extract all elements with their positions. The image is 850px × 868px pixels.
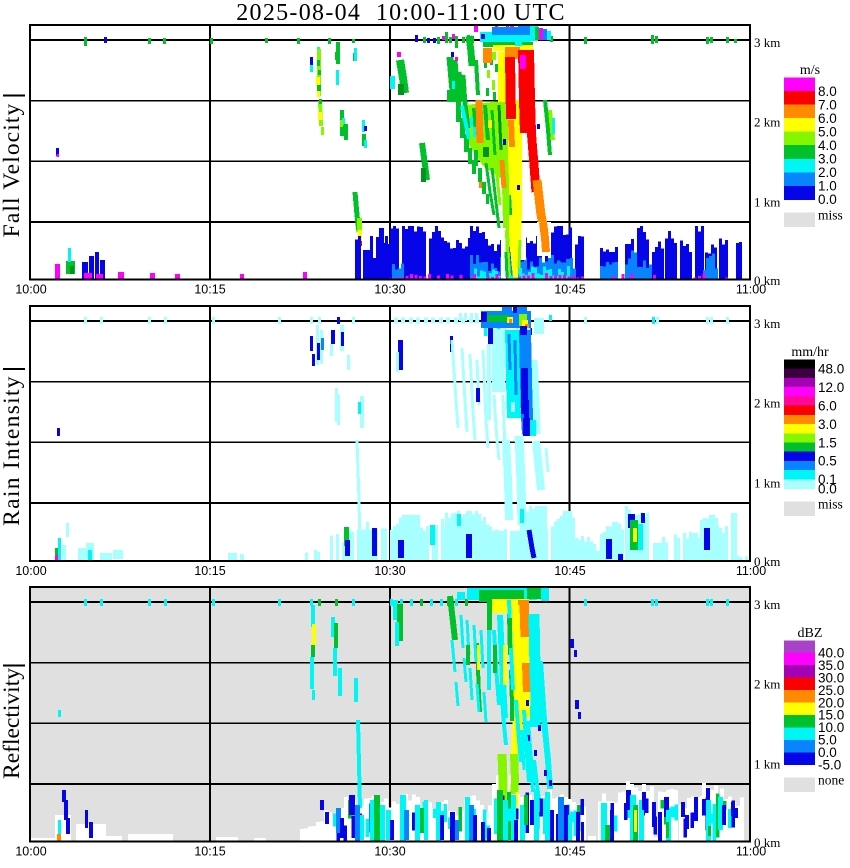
svg-text:2.0: 2.0 [818, 165, 837, 180]
svg-text:1.5: 1.5 [818, 435, 837, 450]
svg-text:Rain Intensity: Rain Intensity [0, 375, 25, 526]
svg-text:Reflectivity: Reflectivity [0, 668, 25, 779]
svg-text:5.0: 5.0 [818, 733, 837, 748]
svg-text:6.0: 6.0 [818, 111, 837, 126]
svg-text:10:45: 10:45 [554, 282, 585, 296]
svg-text:0 km: 0 km [754, 835, 780, 850]
svg-text:4.0: 4.0 [818, 138, 837, 153]
svg-text:10:15: 10:15 [194, 844, 225, 858]
svg-text:25.0: 25.0 [818, 683, 844, 698]
svg-text:11:00: 11:00 [736, 844, 766, 858]
svg-text:2025-08-04 10:00-11:00 UTC: 2025-08-04 10:00-11:00 UTC [236, 0, 566, 26]
svg-text:3 km: 3 km [754, 316, 780, 331]
svg-text:3.0: 3.0 [818, 152, 837, 167]
svg-text:40.0: 40.0 [818, 646, 844, 661]
svg-text:miss: miss [818, 207, 843, 222]
svg-text:10:30: 10:30 [374, 844, 405, 858]
svg-text:0 km: 0 km [754, 273, 780, 288]
svg-text:mm/hr: mm/hr [791, 345, 829, 360]
svg-text:miss: miss [818, 497, 843, 512]
svg-text:30.0: 30.0 [818, 670, 844, 685]
svg-text:3.0: 3.0 [818, 417, 837, 432]
svg-text:1.0: 1.0 [818, 179, 837, 194]
svg-text:Fall Velocity: Fall Velocity [0, 103, 25, 238]
svg-text:2 km: 2 km [754, 677, 780, 692]
svg-text:10:00: 10:00 [15, 564, 46, 578]
svg-text:2 km: 2 km [754, 115, 780, 130]
svg-text:0 km: 0 km [754, 554, 780, 569]
svg-text:6.0: 6.0 [818, 398, 837, 413]
svg-text:11:00: 11:00 [736, 564, 766, 578]
svg-text:2 km: 2 km [754, 396, 780, 411]
svg-text:1 km: 1 km [754, 476, 780, 491]
svg-text:1 km: 1 km [754, 757, 780, 772]
svg-text:0.0: 0.0 [818, 192, 837, 207]
svg-text:7.0: 7.0 [818, 97, 837, 112]
svg-text:10:15: 10:15 [194, 282, 225, 296]
svg-text:10:45: 10:45 [554, 844, 585, 858]
svg-text:3 km: 3 km [754, 35, 780, 50]
svg-text:0.0: 0.0 [818, 745, 837, 760]
svg-text:m/s: m/s [800, 63, 820, 78]
svg-text:-5.0: -5.0 [818, 758, 841, 773]
svg-text:10.0: 10.0 [818, 720, 844, 735]
svg-text:12.0: 12.0 [818, 380, 844, 395]
svg-text:1 km: 1 km [754, 195, 780, 210]
svg-text:0.0: 0.0 [818, 481, 837, 496]
svg-text:10:45: 10:45 [554, 564, 585, 578]
svg-text:8.0: 8.0 [818, 84, 837, 99]
svg-text:none: none [818, 773, 844, 788]
svg-text:10:30: 10:30 [374, 282, 405, 296]
svg-text:35.0: 35.0 [818, 658, 844, 673]
svg-text:3 km: 3 km [754, 597, 780, 612]
svg-text:10:00: 10:00 [15, 282, 46, 296]
svg-text:0.1: 0.1 [818, 472, 837, 487]
svg-text:20.0: 20.0 [818, 695, 844, 710]
svg-text:11:00: 11:00 [736, 282, 766, 296]
svg-text:48.0: 48.0 [818, 362, 844, 377]
svg-text:10:30: 10:30 [374, 564, 405, 578]
svg-text:0.5: 0.5 [818, 454, 837, 469]
svg-text:15.0: 15.0 [818, 708, 844, 723]
svg-text:10:15: 10:15 [194, 564, 225, 578]
svg-text:dBZ: dBZ [798, 626, 823, 641]
svg-text:10:00: 10:00 [15, 844, 46, 858]
svg-text:5.0: 5.0 [818, 125, 837, 140]
